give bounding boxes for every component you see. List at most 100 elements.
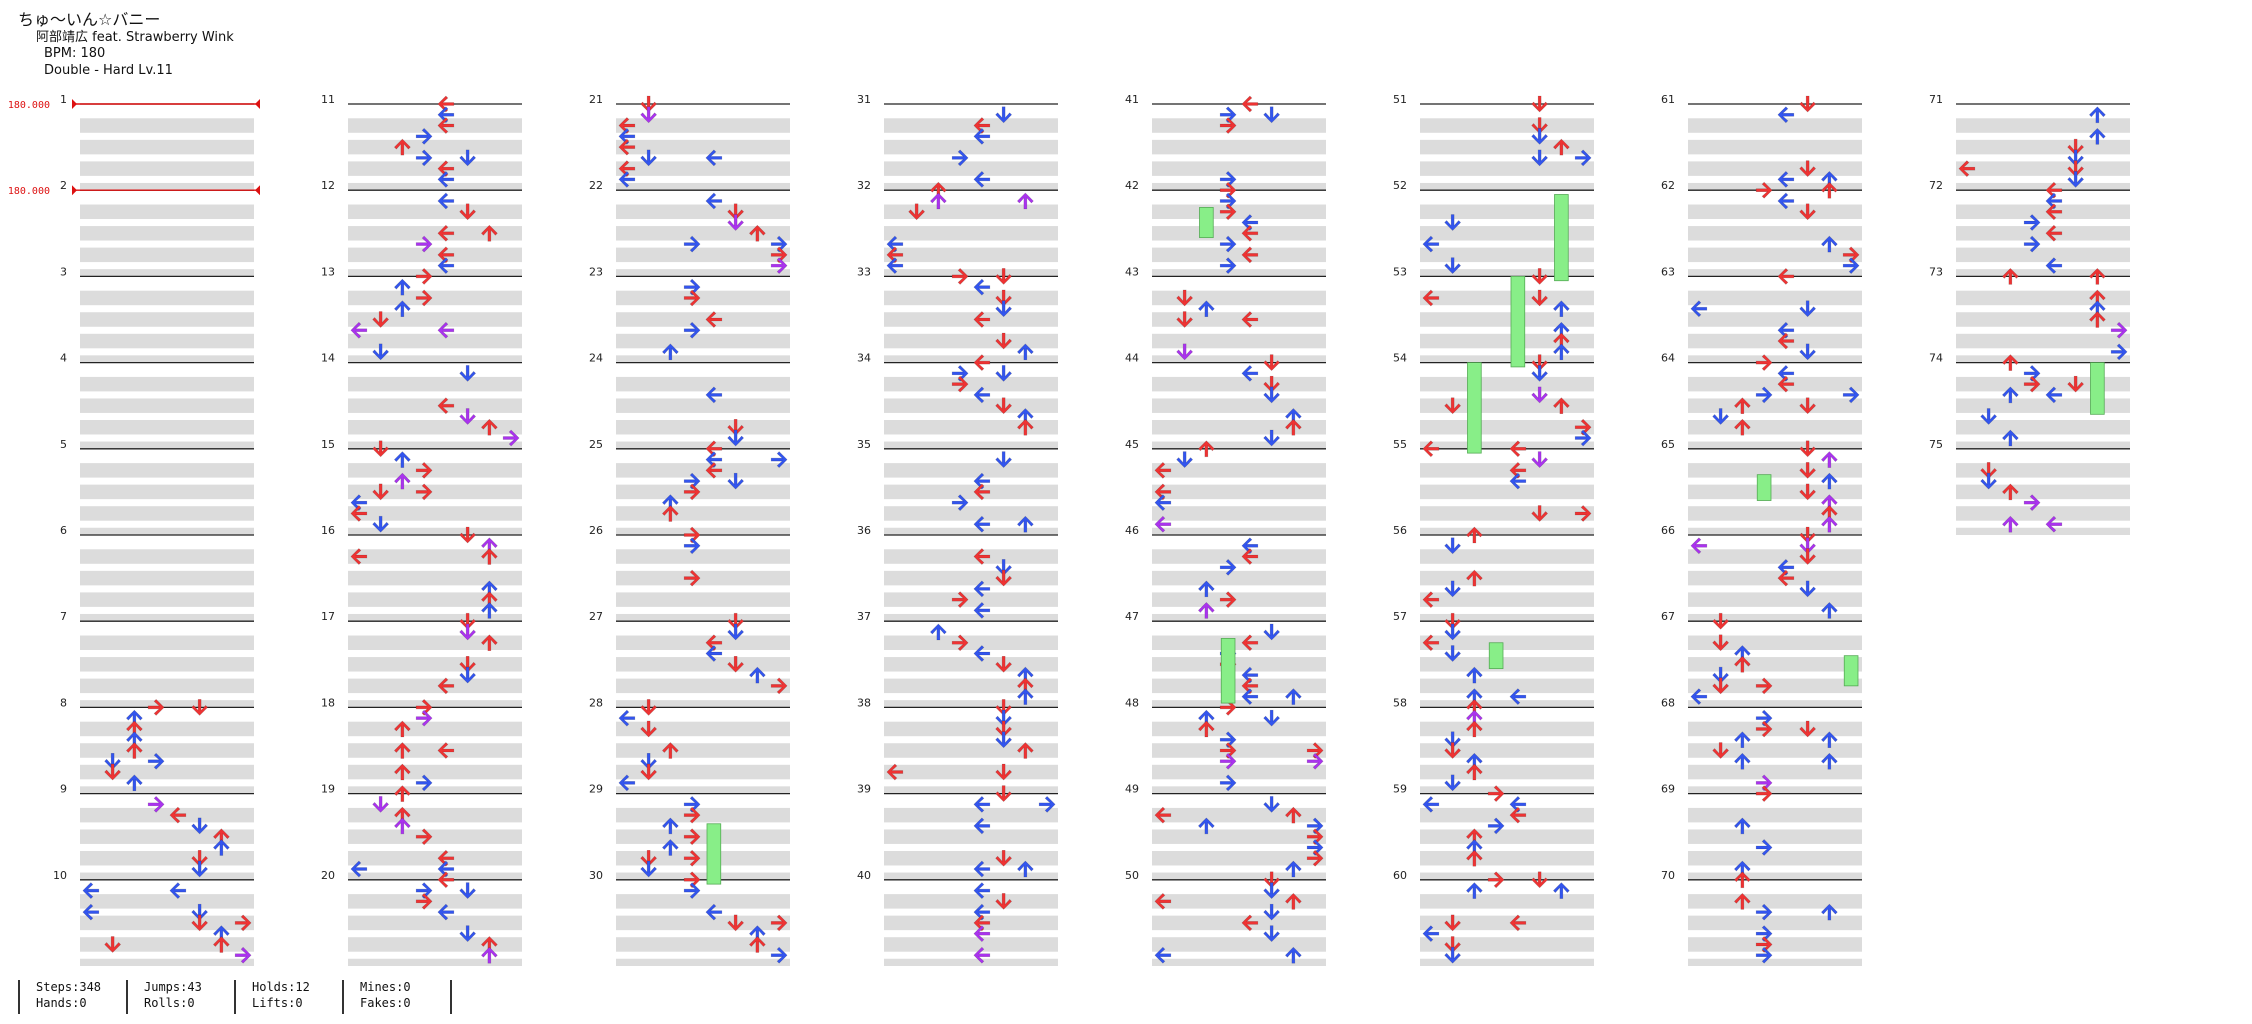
right-arrow-note bbox=[1306, 752, 1324, 770]
beat-band bbox=[348, 441, 522, 449]
beat-band bbox=[1152, 161, 1326, 176]
down-arrow-note bbox=[1799, 580, 1817, 598]
measure-number: 5 bbox=[60, 438, 67, 451]
beat-band bbox=[1420, 398, 1594, 413]
beat-band bbox=[616, 355, 790, 363]
down-arrow-note bbox=[1712, 677, 1730, 695]
beat-band bbox=[616, 721, 790, 737]
beat-band bbox=[1152, 743, 1326, 758]
down-arrow-note bbox=[908, 203, 926, 221]
up-arrow-note bbox=[393, 472, 411, 490]
beat-band bbox=[1688, 613, 1862, 622]
hold-body bbox=[706, 823, 722, 885]
left-arrow-note bbox=[705, 451, 723, 468]
beat-band bbox=[1152, 333, 1326, 349]
up-arrow-note bbox=[1016, 515, 1034, 533]
left-arrow-note bbox=[1958, 160, 1976, 178]
measure-number: 62 bbox=[1661, 179, 1675, 192]
down-arrow-note bbox=[1263, 882, 1281, 899]
beat-band bbox=[1688, 807, 1862, 823]
down-arrow-note bbox=[1263, 925, 1281, 943]
measure-number: 14 bbox=[321, 352, 335, 365]
measure-number: 52 bbox=[1393, 179, 1407, 192]
beat-band bbox=[1152, 829, 1326, 844]
right-arrow-note bbox=[1842, 246, 1860, 264]
left-arrow-note bbox=[1509, 472, 1527, 490]
beat-band bbox=[1420, 786, 1594, 794]
beat-band bbox=[1956, 527, 2130, 535]
measure-number: 29 bbox=[589, 783, 603, 796]
beat-band bbox=[884, 937, 1058, 952]
up-arrow-note bbox=[1552, 397, 1570, 415]
left-arrow-note bbox=[350, 505, 368, 522]
beat-band bbox=[1152, 700, 1326, 708]
beat-band bbox=[80, 463, 254, 478]
up-arrow-note bbox=[480, 602, 498, 619]
right-arrow-note bbox=[683, 795, 701, 813]
left-arrow-note bbox=[973, 645, 991, 662]
beat-band bbox=[1152, 527, 1326, 535]
right-arrow-note bbox=[683, 289, 701, 307]
up-arrow-note bbox=[1465, 849, 1483, 867]
measure-number: 11 bbox=[321, 93, 335, 106]
beat-band bbox=[884, 118, 1058, 133]
beat-band bbox=[348, 355, 522, 363]
beat-band bbox=[348, 139, 522, 155]
beat-band bbox=[348, 527, 522, 535]
down-arrow-note bbox=[727, 655, 745, 673]
left-arrow-note bbox=[973, 515, 991, 533]
left-arrow-note bbox=[886, 257, 904, 275]
beat-band bbox=[1956, 226, 2130, 241]
beat-band bbox=[1152, 420, 1326, 435]
beat-band bbox=[884, 506, 1058, 521]
beat-band bbox=[348, 420, 522, 435]
measure-number: 12 bbox=[321, 179, 335, 192]
beat-band bbox=[348, 312, 522, 327]
beat-band bbox=[1420, 506, 1594, 521]
measure-number: 25 bbox=[589, 438, 603, 451]
beat-band bbox=[1420, 182, 1594, 191]
left-arrow-note bbox=[618, 117, 636, 134]
beat-band bbox=[1152, 894, 1326, 909]
beat-band bbox=[1688, 700, 1862, 708]
right-arrow-note bbox=[770, 677, 788, 695]
right-arrow-note bbox=[1574, 149, 1592, 167]
beat-band bbox=[1420, 549, 1594, 564]
right-arrow-note bbox=[1306, 849, 1324, 867]
up-arrow-note bbox=[1733, 731, 1751, 749]
right-arrow-note bbox=[1487, 817, 1505, 835]
left-arrow-note bbox=[705, 634, 723, 652]
beat-band bbox=[1956, 398, 2130, 413]
measure-number: 19 bbox=[321, 783, 335, 796]
up-arrow-note bbox=[661, 839, 679, 856]
measure-number: 44 bbox=[1125, 352, 1139, 365]
left-arrow-note bbox=[1422, 591, 1440, 609]
beat-band bbox=[884, 333, 1058, 349]
beat-band bbox=[884, 764, 1058, 780]
beat-band bbox=[884, 204, 1058, 219]
measure-number: 3 bbox=[60, 265, 67, 278]
down-arrow-note bbox=[995, 709, 1013, 727]
right-arrow-note bbox=[415, 461, 433, 479]
right-arrow-note bbox=[1487, 785, 1505, 803]
right-arrow-note bbox=[951, 634, 969, 652]
beat-band bbox=[1688, 958, 1862, 966]
down-arrow-note bbox=[727, 214, 745, 231]
up-arrow-note bbox=[2088, 106, 2106, 124]
right-arrow-note bbox=[1219, 171, 1237, 188]
up-arrow-note bbox=[1016, 418, 1034, 436]
up-arrow-note bbox=[1197, 720, 1215, 738]
up-arrow-note bbox=[2088, 267, 2106, 285]
right-arrow-note bbox=[1038, 795, 1056, 813]
up-arrow-note bbox=[212, 839, 230, 856]
beat-band bbox=[80, 161, 254, 176]
left-arrow-note bbox=[82, 882, 100, 899]
up-arrow-note bbox=[393, 742, 411, 759]
up-arrow-note bbox=[1820, 602, 1838, 619]
right-arrow-note bbox=[1755, 181, 1773, 199]
beat-band bbox=[616, 657, 790, 672]
hold-body bbox=[1510, 275, 1526, 368]
right-arrow-note bbox=[1755, 903, 1773, 921]
right-arrow-note bbox=[1755, 354, 1773, 372]
right-arrow-note bbox=[1574, 418, 1592, 436]
